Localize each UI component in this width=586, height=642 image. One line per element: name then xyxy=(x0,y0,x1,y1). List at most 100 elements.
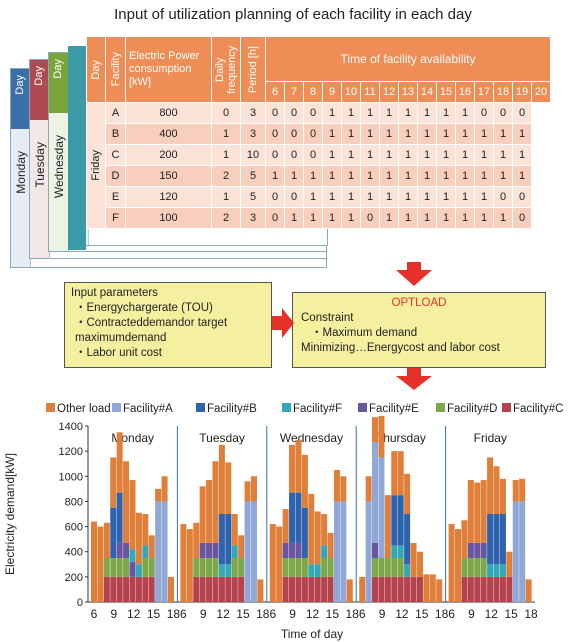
bar-segment xyxy=(135,576,142,602)
right-arrow-icon xyxy=(272,308,294,338)
facility-id: F xyxy=(105,207,126,229)
availability-cell: 1 xyxy=(417,102,437,124)
input-parameters-box: Input parameters ・Energychargerate (TOU)… xyxy=(64,282,272,368)
legend-swatch xyxy=(358,403,367,412)
frequency-value: 1 xyxy=(211,144,241,166)
bar-segment xyxy=(499,576,506,602)
availability-cell: 1 xyxy=(417,165,437,187)
bar-segment xyxy=(467,576,474,602)
bar-segment xyxy=(116,542,123,558)
bar-segment xyxy=(397,495,404,546)
bar-segment xyxy=(455,529,462,602)
bar-segment xyxy=(314,511,321,565)
availability-cell: 1 xyxy=(512,144,532,166)
bar-segment xyxy=(467,542,474,558)
bar-segment xyxy=(493,576,500,602)
facility-id: A xyxy=(105,102,126,124)
x-tick-label: 9 xyxy=(200,607,207,621)
panel-header-bg xyxy=(448,426,532,448)
bar-segment xyxy=(391,576,398,602)
availability-cell: 1 xyxy=(493,144,513,166)
panel-header-bg xyxy=(91,426,175,448)
bar-segment xyxy=(391,495,398,546)
bar-segment xyxy=(467,558,474,577)
power-value: 100 xyxy=(125,207,212,229)
bar-segment xyxy=(110,576,117,602)
availability-cell: 0 xyxy=(265,144,285,166)
bar-segment xyxy=(186,529,193,602)
bar-segment xyxy=(218,444,225,514)
x-axis-label: Time of day xyxy=(281,627,343,641)
bar-segment xyxy=(493,564,500,577)
availability-cell: 0 xyxy=(284,123,304,145)
bar-segment xyxy=(295,576,302,602)
bar-segment xyxy=(321,576,328,602)
optload-title: OPTLOAD xyxy=(391,297,447,309)
bar-segment xyxy=(429,574,436,602)
x-tick-label: 18 xyxy=(167,607,181,621)
hour-header: 15 xyxy=(436,81,456,103)
panel-header-bg xyxy=(269,426,354,448)
availability-cell: 1 xyxy=(398,207,418,229)
bar-segment xyxy=(276,526,283,602)
bar-segment xyxy=(289,542,296,558)
legend-swatch xyxy=(502,403,511,412)
bar-segment xyxy=(167,576,174,602)
availability-cell: 0 xyxy=(265,186,285,208)
bar-segment xyxy=(448,524,455,602)
availability-cell: 1 xyxy=(341,102,361,124)
availability-cell: 1 xyxy=(417,123,437,145)
legend-label: Facility#D xyxy=(447,403,497,415)
y-tick-label: 1200 xyxy=(59,446,83,458)
page-title: Input of utilization planning of each fa… xyxy=(114,6,472,23)
bar-segment xyxy=(340,476,347,502)
legend-label: Facility#A xyxy=(123,403,173,415)
legend-label: Facility#B xyxy=(207,403,257,415)
bar-segment xyxy=(129,480,136,550)
x-tick-label: 6 xyxy=(359,607,366,621)
bar-segment xyxy=(506,551,513,577)
bar-segment xyxy=(397,545,404,558)
down-arrow-icon xyxy=(396,262,432,286)
down-arrow-icon xyxy=(396,368,432,390)
x-tick-label: 12 xyxy=(306,607,320,621)
bar-segment xyxy=(295,558,302,577)
bar-segment xyxy=(519,478,526,502)
availability-cell: 0 xyxy=(360,207,380,229)
y-tick-label: 400 xyxy=(65,547,83,559)
x-tick-label: 9 xyxy=(379,607,386,621)
input-item: ・Labor unit cost xyxy=(75,347,162,359)
time-availability-header: Time of facility availability xyxy=(265,36,551,82)
bar-segment xyxy=(116,576,123,602)
bar-segment xyxy=(372,542,379,558)
availability-cell: 1 xyxy=(417,144,437,166)
bar-segment xyxy=(199,486,206,543)
availability-cell: 1 xyxy=(417,207,437,229)
availability-cell: 0 xyxy=(512,207,532,229)
legend-label: Facility#C xyxy=(513,403,563,415)
bar-segment xyxy=(116,432,123,493)
bar-segment xyxy=(480,558,487,577)
y-tick-label: 1400 xyxy=(59,421,83,433)
bar-segment xyxy=(301,507,308,558)
bar-segment xyxy=(193,576,200,602)
bar-segment xyxy=(225,514,232,565)
legend-label: Other load xyxy=(57,403,111,415)
frequency-value: 1 xyxy=(211,186,241,208)
bar-segment xyxy=(512,501,519,602)
bar-segment xyxy=(193,522,200,558)
x-tick-label: 15 xyxy=(236,607,250,621)
hour-header: 6 xyxy=(265,81,285,103)
bar-segment xyxy=(378,576,385,602)
availability-cell: 0 xyxy=(265,207,285,229)
bar-segment xyxy=(238,576,245,602)
bar-segment xyxy=(135,564,142,577)
y-tick-label: 0 xyxy=(77,597,83,609)
hour-header: 17 xyxy=(474,81,494,103)
bar-segment xyxy=(155,488,162,502)
bar-segment xyxy=(474,576,481,602)
bar-segment xyxy=(416,551,423,577)
bar-segment xyxy=(378,415,385,458)
availability-cell: 1 xyxy=(341,207,361,229)
legend-swatch xyxy=(436,403,445,412)
